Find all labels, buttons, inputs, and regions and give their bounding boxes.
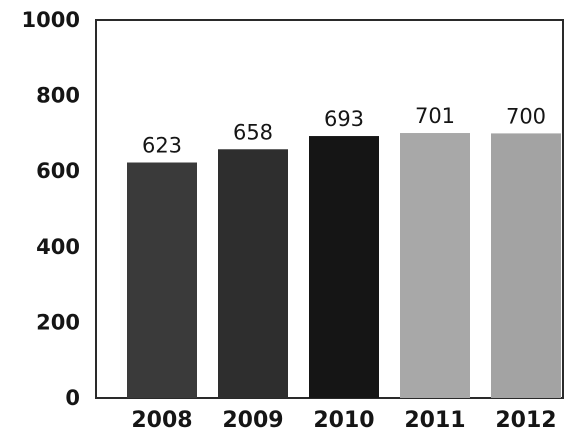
x-tick-label-2011: 2011 (404, 408, 465, 433)
y-axis: 0 200 400 600 800 1000 (22, 8, 80, 410)
value-label-2008: 623 (142, 134, 182, 158)
y-tick-label-0: 0 (65, 386, 80, 410)
bar-2008 (127, 162, 197, 398)
x-tick-label-2008: 2008 (131, 408, 192, 433)
x-tick-label-2009: 2009 (222, 408, 283, 433)
bar-2012 (491, 133, 561, 398)
y-tick-label-1000: 1000 (22, 8, 80, 32)
bars (127, 133, 561, 398)
y-tick-label-600: 600 (36, 159, 80, 183)
y-tick-label-800: 800 (36, 84, 80, 108)
x-axis: 2008 2009 2010 2011 2012 (131, 408, 556, 433)
bar-2011 (400, 133, 470, 398)
x-tick-label-2010: 2010 (313, 408, 374, 433)
value-labels: 623 658 693 701 700 (142, 104, 546, 157)
x-tick-label-2012: 2012 (495, 408, 556, 433)
value-label-2011: 701 (415, 104, 455, 128)
bar-2009 (218, 149, 288, 398)
y-tick-label-400: 400 (36, 235, 80, 259)
bar-2010 (309, 136, 379, 398)
y-tick-label-200: 200 (36, 310, 80, 334)
value-label-2009: 658 (233, 120, 273, 144)
value-label-2010: 693 (324, 107, 364, 131)
value-label-2012: 700 (506, 104, 546, 128)
